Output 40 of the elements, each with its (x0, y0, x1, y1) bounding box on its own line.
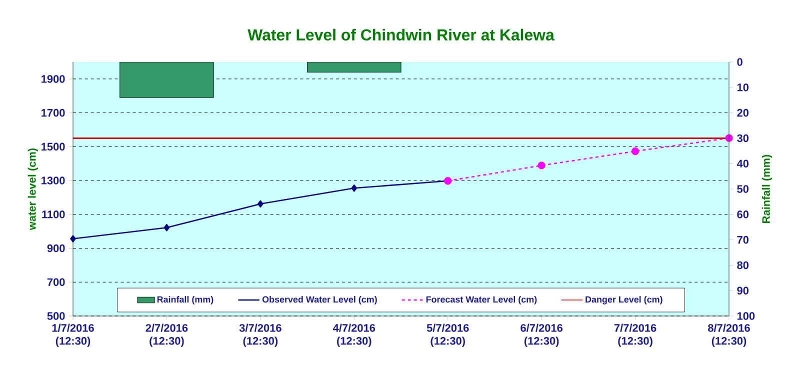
y-tick-label: 500 (47, 312, 65, 320)
y-tick-label: 1700 (42, 108, 65, 117)
y2-tick-label: 90 (737, 286, 749, 294)
legend-label: Rainfall (mm) (157, 296, 214, 304)
y2-tick-label: 60 (737, 210, 749, 218)
x-tick-label: 8/7/2016 (12:30) (708, 324, 750, 347)
legend-label: Observed Water Level (cm) (262, 296, 377, 304)
x-tick-label: 4/7/2016 (12:30) (332, 324, 376, 347)
point (70, 235, 76, 242)
y2-tick-label: 100 (737, 312, 755, 320)
y-tick-label: 700 (47, 278, 65, 286)
y-tick-label: 1500 (42, 142, 65, 151)
x-tick-label: 1/7/2016 (12:30) (52, 324, 94, 347)
point (351, 184, 358, 192)
chart-title: Water Level of Chindwin River at Kalewa (248, 28, 554, 41)
point (538, 162, 546, 170)
y2-tick-label: 70 (737, 236, 749, 244)
x-tick-label: 2/7/2016 (12:30) (146, 324, 188, 347)
y2-tick-label: 80 (737, 261, 749, 270)
x-tick-label: 5/7/2016 (12:30) (426, 324, 469, 347)
y2-tick-label: 10 (737, 84, 749, 92)
legend-label: Forecast Water Level (cm) (426, 296, 537, 304)
y2-tick-label: 20 (737, 108, 749, 117)
y-axis-title: water level (cm) (28, 148, 38, 230)
y2-tick-label: 0 (737, 58, 742, 66)
y-tick-label: 1300 (42, 176, 65, 184)
y2-tick-label: 30 (737, 134, 749, 142)
point (631, 147, 640, 156)
x-tick-label: 7/7/2016 (12:30) (614, 324, 656, 347)
legend-label: Danger Level (cm) (586, 296, 662, 304)
y-tick-label: 1900 (42, 75, 65, 83)
y-tick-label: 900 (47, 244, 65, 252)
y2-axis-title: Rainfall (mm) (762, 154, 772, 223)
x-tick-label: 3/7/2016 (12:30) (239, 324, 282, 347)
x-tick-label: 6/7/2016 (12:30) (520, 324, 563, 347)
point (164, 224, 170, 232)
y-tick-label: 1100 (42, 210, 65, 218)
y2-tick-label: 50 (737, 185, 749, 193)
point (258, 200, 264, 208)
y2-tick-label: 40 (736, 160, 749, 168)
